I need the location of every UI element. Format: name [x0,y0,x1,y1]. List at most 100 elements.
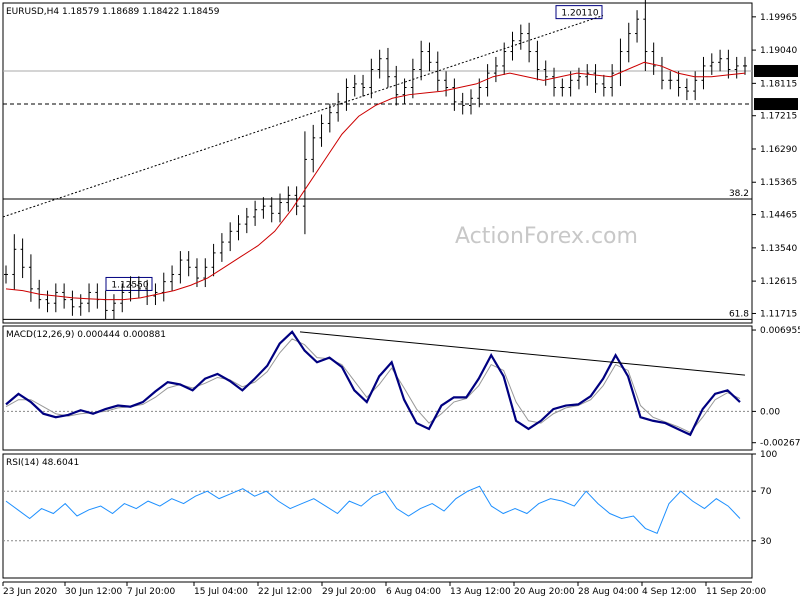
ohlc-bar [701,56,706,90]
ohlc-bar [278,193,283,223]
rsi-y-tick-label: 30 [760,537,772,547]
panel-frame-2 [2,453,753,579]
ohlc-bar [593,64,598,93]
ohlc-bar [601,74,606,97]
ohlc-bar [244,207,249,234]
ohlc-bar [327,103,332,133]
x-tick-label: 15 Jul 04:00 [194,587,248,597]
ohlc-bar [510,31,515,61]
ohlc-bar [419,40,424,81]
rsi-y-tick-label: 70 [760,487,772,497]
price-y-tick-label: 1.15365 [760,178,797,188]
ohlc-bar [20,238,25,279]
ohlc-bar [610,64,615,97]
ohlc-bar [726,49,731,79]
ohlc-bar [427,42,432,72]
ohlc-bar [302,131,307,235]
ohlc-bar [311,124,316,173]
ohlc-bar [62,283,67,309]
price-y-tick-label: 1.16290 [760,145,797,155]
ohlc-bar [253,200,258,226]
ohlc-bar [552,67,557,97]
ohlc-bar [493,56,498,83]
current-price-box [754,64,798,77]
x-tick-label: 13 Aug 12:00 [450,587,511,597]
ohlc-bar [743,56,747,75]
ohlc-bar [585,64,590,86]
ohlc-bar [718,49,723,72]
ohlc-bar [452,78,457,111]
ohlc-bar [178,251,183,284]
ohlc-bar [693,71,698,101]
ohlc-bar [236,215,241,241]
ohlc-bar [410,58,415,99]
macd-trend-line [299,331,746,376]
sma-line [5,61,746,301]
ohlc-bar [319,114,324,147]
ohlc-bar [734,56,739,79]
ohlc-bar [120,283,125,313]
panel-frame-1 [2,325,753,451]
ohlc-bar [203,258,208,288]
ohlc-bar [261,197,266,219]
ohlc-bar [659,56,664,90]
ohlc-bar [111,294,116,320]
price-y-tick-label: 1.17215 [760,112,797,122]
price-y-tick-label: 1.13540 [760,244,797,254]
ohlc-bar [668,71,673,90]
price-y-tick-label: 1.11715 [760,309,797,319]
ohlc-bar [228,222,233,252]
ohlc-bar [161,272,166,302]
ohlc-bar [626,22,631,63]
price-callout-box [555,5,603,20]
ohlc-bar [269,197,274,223]
x-tick-label: 28 Aug 04:00 [578,587,639,597]
ohlc-bar [543,60,548,86]
ohlc-bar [219,233,224,262]
ohlc-bar [28,254,33,302]
price-y-tick-label: 1.12615 [760,277,797,287]
ohlc-bar [485,64,490,97]
price-y-tick-label: 1.18115 [760,79,797,89]
price-y-tick-label: 1.19040 [760,46,797,56]
fib-level-label: 38.2 [729,189,749,199]
rsi-line [5,485,741,535]
price-callout-label: 1.20110 [561,9,598,19]
ohlc-bar [402,78,407,104]
price-y-tick-label: 1.14465 [760,211,797,221]
x-tick-label: 22 Jul 12:00 [258,587,312,597]
ohlc-bar [535,40,540,81]
ohlc-bar [211,243,216,277]
ohlc-bar [635,10,640,43]
macd-y-tick-label: -0.002676 [760,439,800,449]
ohlc-bar [361,74,366,97]
ohlc-bar [518,24,523,50]
rsi-header: RSI(14) 48.6041 [6,458,79,468]
ohlc-bar [684,78,689,101]
support-price-box [754,98,798,111]
price-y-tick-label: 1.19965 [760,13,797,23]
ohlc-bar [53,283,58,313]
ohlc-bar [95,283,100,309]
macd-y-tick-label: 0.006955 [760,326,800,336]
ohlc-bar [527,22,532,63]
ohlc-bar [618,38,623,87]
ohlc-bar [170,265,175,291]
ohlc-bar [4,265,8,284]
macd-header: MACD(12,26,9) 0.000444 0.000881 [6,330,166,340]
ohlc-bar [12,234,17,290]
ohlc-bar [643,0,648,71]
ohlc-bar [136,276,141,298]
ohlc-bar [477,78,482,108]
ohlc-bar [128,276,133,302]
ohlc-bar [385,47,390,88]
ohlc-bar [344,78,349,111]
ohlc-bar [336,92,341,122]
panel-frame-0 [2,2,753,324]
ohlc-bar [394,65,399,106]
ohlc-bar [468,89,473,115]
ohlc-bar [560,78,565,97]
fib-level-label: 61.8 [729,309,749,319]
ohlc-bar [45,290,50,313]
ohlc-bar [460,92,465,115]
